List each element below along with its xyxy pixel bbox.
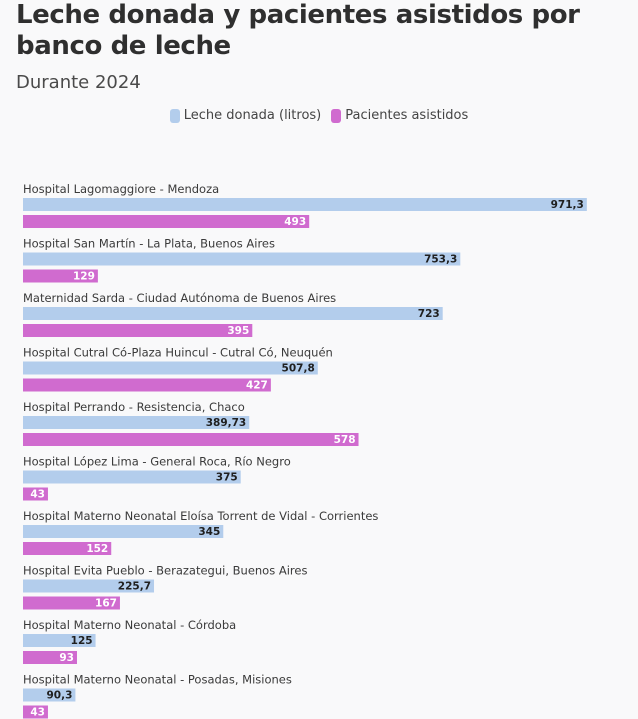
data-label-leche: 389,73 — [206, 417, 247, 429]
data-label-pacientes: 152 — [86, 543, 108, 555]
legend-label-pacientes: Pacientes asistidos — [345, 108, 469, 123]
data-label-leche: 225,7 — [118, 581, 151, 593]
bar-pacientes[interactable] — [23, 269, 98, 283]
data-label-pacientes: 578 — [334, 434, 356, 446]
category-label: Hospital Materno Neonatal - Córdoba — [23, 618, 236, 632]
bar-leche[interactable] — [23, 307, 443, 320]
data-label-pacientes: 43 — [30, 707, 45, 719]
bar-pacientes[interactable] — [23, 324, 253, 337]
bar-leche[interactable] — [23, 361, 318, 375]
chart-legend: Leche donada (litros) Pacientes asistido… — [0, 108, 638, 123]
category-label: Hospital López Lima - General Roca, Río … — [23, 455, 291, 469]
data-label-leche: 375 — [216, 472, 238, 484]
legend-item-leche[interactable]: Leche donada (litros) — [169, 108, 322, 123]
legend-item-pacientes[interactable]: Pacientes asistidos — [331, 108, 468, 123]
data-label-leche: 971,3 — [551, 199, 584, 211]
data-label-pacientes: 395 — [227, 325, 249, 337]
chart-title: Leche donada y pacientes asistidos por b… — [16, 0, 580, 61]
bar-leche[interactable] — [23, 525, 224, 538]
legend-swatch-pacientes — [331, 108, 342, 123]
bar-leche[interactable] — [23, 198, 587, 211]
bar-leche[interactable] — [23, 634, 96, 647]
category-label: Hospital Materno Neonatal Eloísa Torrent… — [23, 509, 378, 523]
category-label: Maternidad Sarda - Ciudad Autónoma de Bu… — [23, 291, 336, 305]
data-label-leche: 125 — [71, 635, 93, 647]
bar-pacientes[interactable] — [23, 378, 271, 392]
data-label-leche: 345 — [198, 526, 220, 538]
bar-pacientes[interactable] — [23, 487, 48, 501]
data-label-leche: 90,3 — [46, 690, 72, 702]
data-label-leche: 753,3 — [424, 254, 457, 266]
bar-pacientes[interactable] — [23, 705, 48, 719]
bar-pacientes[interactable] — [23, 433, 359, 446]
bar-leche[interactable] — [23, 579, 155, 593]
bar-pacientes[interactable] — [23, 215, 310, 228]
bar-pacientes[interactable] — [23, 651, 77, 664]
category-label: Hospital Cutral Có-Plaza Huincul - Cutra… — [23, 346, 333, 360]
data-label-leche: 723 — [418, 308, 440, 320]
category-label: Hospital Perrando - Resistencia, Chaco — [23, 400, 245, 414]
data-label-pacientes: 167 — [95, 598, 117, 610]
data-label-pacientes: 93 — [59, 652, 74, 664]
category-label: Hospital Evita Pueblo - Berazategui, Bue… — [23, 564, 307, 578]
bar-pacientes[interactable] — [23, 596, 120, 610]
legend-label-leche: Leche donada (litros) — [183, 108, 322, 123]
bar-leche[interactable] — [23, 688, 76, 702]
data-label-pacientes: 129 — [73, 271, 95, 283]
data-label-leche: 507,8 — [282, 363, 315, 375]
data-label-pacientes: 43 — [30, 489, 45, 501]
chart-subtitle: Durante 2024 — [16, 72, 141, 93]
category-label: Hospital Materno Neonatal - Posadas, Mis… — [23, 673, 292, 687]
category-label: Hospital San Martín - La Plata, Buenos A… — [23, 237, 275, 251]
category-label: Hospital Lagomaggiore - Mendoza — [23, 182, 219, 196]
bar-leche[interactable] — [23, 252, 461, 266]
bar-pacientes[interactable] — [23, 542, 112, 555]
legend-swatch-leche — [169, 108, 180, 123]
data-label-pacientes: 493 — [284, 216, 306, 228]
bar-leche[interactable] — [23, 470, 241, 484]
bar-leche[interactable] — [23, 416, 250, 429]
data-label-pacientes: 427 — [246, 380, 268, 392]
